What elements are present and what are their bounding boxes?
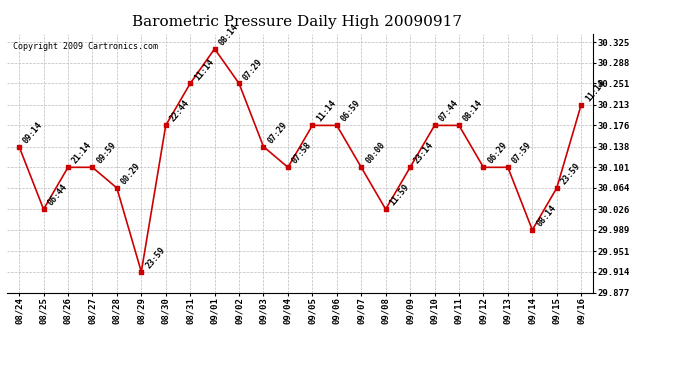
Text: Copyright 2009 Cartronics.com: Copyright 2009 Cartronics.com bbox=[13, 42, 158, 51]
Point bbox=[404, 164, 415, 170]
Point bbox=[282, 164, 293, 170]
Point bbox=[87, 164, 98, 170]
Text: 00:29: 00:29 bbox=[119, 161, 142, 186]
Text: 00:00: 00:00 bbox=[364, 141, 386, 166]
Point bbox=[38, 206, 49, 212]
Text: 23:59: 23:59 bbox=[559, 161, 582, 186]
Text: 11:59: 11:59 bbox=[388, 183, 411, 207]
Text: 23:14: 23:14 bbox=[413, 141, 435, 166]
Point bbox=[551, 185, 562, 191]
Text: 23:59: 23:59 bbox=[144, 245, 167, 270]
Text: 11:14: 11:14 bbox=[193, 57, 215, 82]
Point bbox=[331, 122, 342, 128]
Text: 06:29: 06:29 bbox=[486, 141, 509, 166]
Text: 08:14: 08:14 bbox=[217, 22, 240, 47]
Text: 08:14: 08:14 bbox=[535, 203, 558, 228]
Point bbox=[356, 164, 367, 170]
Text: 07:58: 07:58 bbox=[290, 141, 313, 166]
Text: 11:14: 11:14 bbox=[584, 78, 607, 103]
Text: 07:29: 07:29 bbox=[241, 57, 264, 82]
Point bbox=[429, 122, 440, 128]
Point bbox=[258, 144, 269, 150]
Text: 07:59: 07:59 bbox=[511, 141, 533, 166]
Text: 11:14: 11:14 bbox=[315, 99, 338, 124]
Text: 09:14: 09:14 bbox=[21, 120, 45, 145]
Point bbox=[502, 164, 513, 170]
Point bbox=[478, 164, 489, 170]
Text: 09:59: 09:59 bbox=[95, 141, 118, 166]
Text: 21:14: 21:14 bbox=[70, 141, 93, 166]
Point bbox=[380, 206, 391, 212]
Point bbox=[209, 46, 220, 52]
Point bbox=[111, 185, 122, 191]
Text: 06:59: 06:59 bbox=[339, 99, 362, 124]
Text: 22:44: 22:44 bbox=[168, 99, 191, 124]
Point bbox=[307, 122, 318, 128]
Point bbox=[136, 269, 147, 275]
Point bbox=[160, 122, 171, 128]
Point bbox=[526, 227, 538, 233]
Point bbox=[575, 102, 586, 108]
Text: 07:44: 07:44 bbox=[437, 99, 460, 124]
Text: 06:44: 06:44 bbox=[46, 183, 69, 207]
Point bbox=[233, 81, 244, 87]
Point bbox=[185, 81, 196, 87]
Point bbox=[14, 144, 25, 150]
Text: 08:14: 08:14 bbox=[462, 99, 484, 124]
Point bbox=[453, 122, 464, 128]
Point bbox=[63, 164, 74, 170]
Text: Barometric Pressure Daily High 20090917: Barometric Pressure Daily High 20090917 bbox=[132, 15, 462, 29]
Text: 07:29: 07:29 bbox=[266, 120, 289, 145]
